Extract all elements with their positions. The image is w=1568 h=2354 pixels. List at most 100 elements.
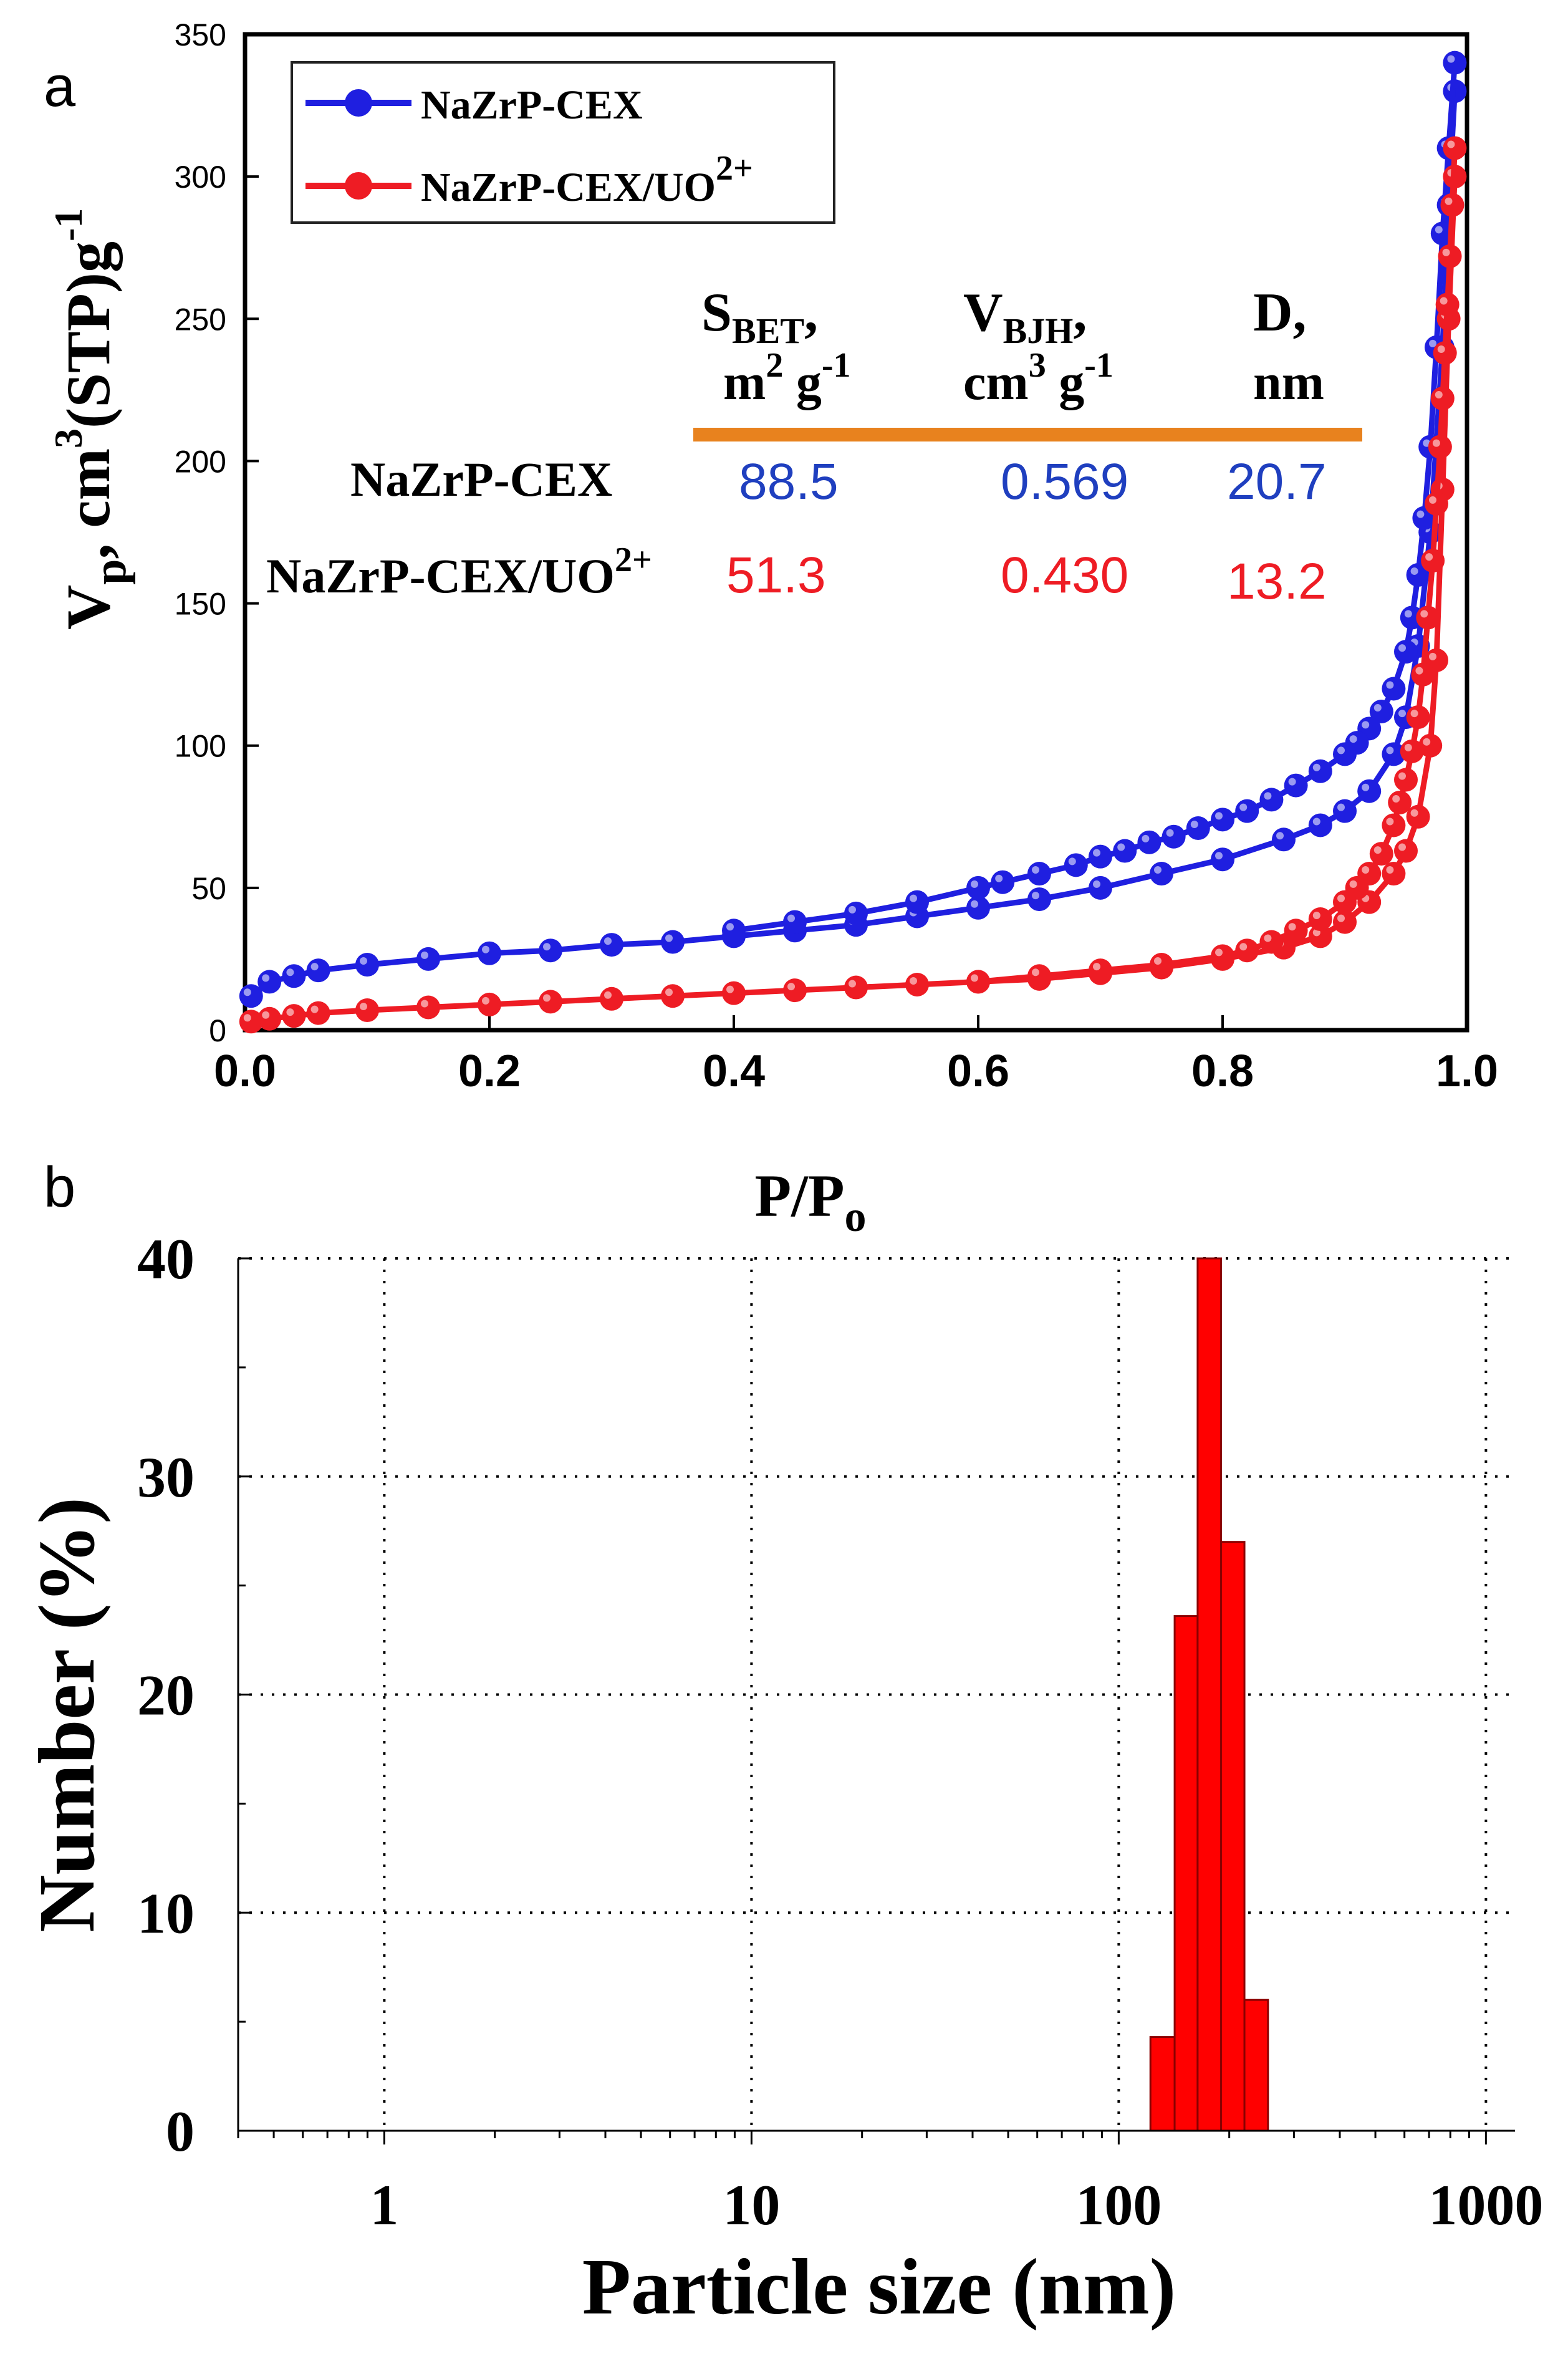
data-point-highlight: [1093, 963, 1100, 971]
data-point: [478, 941, 501, 965]
inset-header-d: D, nm: [1253, 282, 1324, 410]
data-point-highlight: [1410, 809, 1418, 817]
data-point-highlight: [1435, 391, 1443, 399]
data-point: [1211, 944, 1234, 968]
inset-value-vbjh-nazrp-cex: 0.569: [1001, 453, 1128, 510]
plot-a-y-tick-label: 300: [175, 160, 226, 195]
data-point-highlight: [1215, 948, 1223, 957]
data-point: [1394, 839, 1418, 863]
data-point-highlight: [971, 880, 978, 888]
data-point-highlight: [286, 968, 294, 977]
data-point: [991, 870, 1015, 894]
data-point: [306, 958, 330, 983]
data-point-highlight: [421, 951, 428, 959]
plot-a-y-ticks: 0 50 100 150 200 250 300 350: [175, 17, 259, 1048]
data-point: [1308, 813, 1332, 837]
data-point-highlight: [1337, 894, 1345, 902]
data-point: [1235, 799, 1259, 823]
data-point-highlight: [1349, 735, 1357, 743]
plot-b-x-tick-label: 10: [723, 2173, 780, 2237]
plot-a-y-tick-label: 0: [209, 1013, 226, 1048]
data-point-highlight: [665, 988, 673, 996]
data-point: [905, 972, 929, 996]
plot-a-x-tick-label: 0.4: [703, 1046, 765, 1096]
inset-value-sbet-nazrp-cex: 88.5: [739, 453, 839, 510]
data-point-highlight: [849, 980, 856, 988]
data-point: [783, 910, 807, 934]
data-point-highlight: [726, 923, 734, 931]
data-point-highlight: [910, 977, 917, 985]
data-point-highlight: [1429, 496, 1436, 504]
data-point-highlight: [310, 963, 319, 971]
data-point-highlight: [1398, 843, 1406, 851]
plot-a-y-tick-label: 100: [175, 729, 226, 764]
data-point: [1150, 953, 1173, 977]
data-point: [1308, 907, 1332, 932]
data-point: [1333, 742, 1357, 766]
data-point-highlight: [1445, 197, 1453, 205]
data-point: [355, 953, 379, 977]
data-point: [1137, 830, 1162, 854]
data-point: [257, 970, 282, 994]
plot-b-y-label: Number (%): [22, 1497, 111, 1932]
data-point-highlight: [1215, 852, 1223, 860]
plot-b-y-tick-label: 20: [137, 1664, 195, 1727]
plot-b-x-tick-label: 1: [370, 2173, 398, 2237]
data-point: [1433, 341, 1457, 365]
data-point: [1333, 799, 1357, 823]
data-point: [783, 978, 807, 1003]
plot-b-x-tick-label: 100: [1075, 2173, 1162, 2237]
data-point: [1235, 938, 1259, 963]
data-point: [1259, 930, 1284, 954]
data-point-highlight: [1437, 345, 1445, 354]
data-point: [1421, 549, 1445, 573]
plot-a-x-tick-label: 0.0: [214, 1046, 276, 1096]
data-point-highlight: [1432, 439, 1440, 447]
data-point: [416, 947, 440, 971]
panel-a: a 0 50 100 150 200 250 300 350 0.0 0.2 0.4 0.6 0.8 1…: [44, 17, 1498, 1241]
data-point-highlight: [665, 934, 673, 942]
data-point-highlight: [310, 1005, 319, 1013]
data-point-highlight: [1429, 652, 1436, 660]
inset-header-vbjh: VBJH, cm3 g-1: [963, 282, 1113, 410]
data-point: [661, 930, 685, 954]
data-point: [282, 1004, 306, 1028]
data-point-highlight: [1429, 339, 1436, 347]
series-2: [722, 51, 1467, 943]
data-point: [282, 964, 306, 988]
data-point-highlight: [1362, 783, 1370, 791]
data-point-highlight: [1312, 912, 1320, 920]
inset-value-d-nazrp-cex-uo2: 13.2: [1227, 553, 1327, 610]
data-point: [1357, 779, 1382, 803]
data-point: [1443, 136, 1467, 160]
data-point-highlight: [1068, 857, 1076, 866]
data-point-highlight: [1117, 843, 1125, 851]
inset-header-sbet-title: SBET,: [701, 282, 818, 351]
data-point-highlight: [1166, 829, 1174, 837]
data-point: [1369, 842, 1393, 866]
legend-box: [291, 61, 835, 224]
data-point-highlight: [262, 974, 270, 982]
data-point: [600, 986, 623, 1011]
plot-a-y-tick-label: 250: [175, 302, 226, 337]
inset-value-vbjh-nazrp-cex-uo2: 0.430: [1001, 547, 1128, 604]
data-point: [1428, 435, 1452, 459]
panel-b: b 0 10 20 30 40 1 10 100 1000 Number (%) Partic…: [22, 1155, 1543, 2331]
data-point: [1089, 844, 1112, 869]
plot-a-y-tick-label: 150: [175, 587, 226, 622]
data-point: [844, 901, 868, 925]
data-point: [1272, 827, 1296, 852]
data-point-highlight: [1362, 866, 1370, 874]
data-point-highlight: [1154, 866, 1162, 874]
plot-b-grid: [238, 1257, 1515, 2131]
data-point-highlight: [787, 983, 795, 991]
data-point-highlight: [262, 1011, 270, 1019]
data-point: [1150, 862, 1173, 886]
data-point-highlight: [971, 900, 978, 908]
data-point-highlight: [1435, 226, 1443, 234]
data-point-highlight: [1373, 703, 1382, 712]
data-point: [905, 890, 929, 914]
data-point-highlight: [1349, 880, 1357, 888]
plot-a-x-tick-label: 0.2: [458, 1046, 521, 1096]
